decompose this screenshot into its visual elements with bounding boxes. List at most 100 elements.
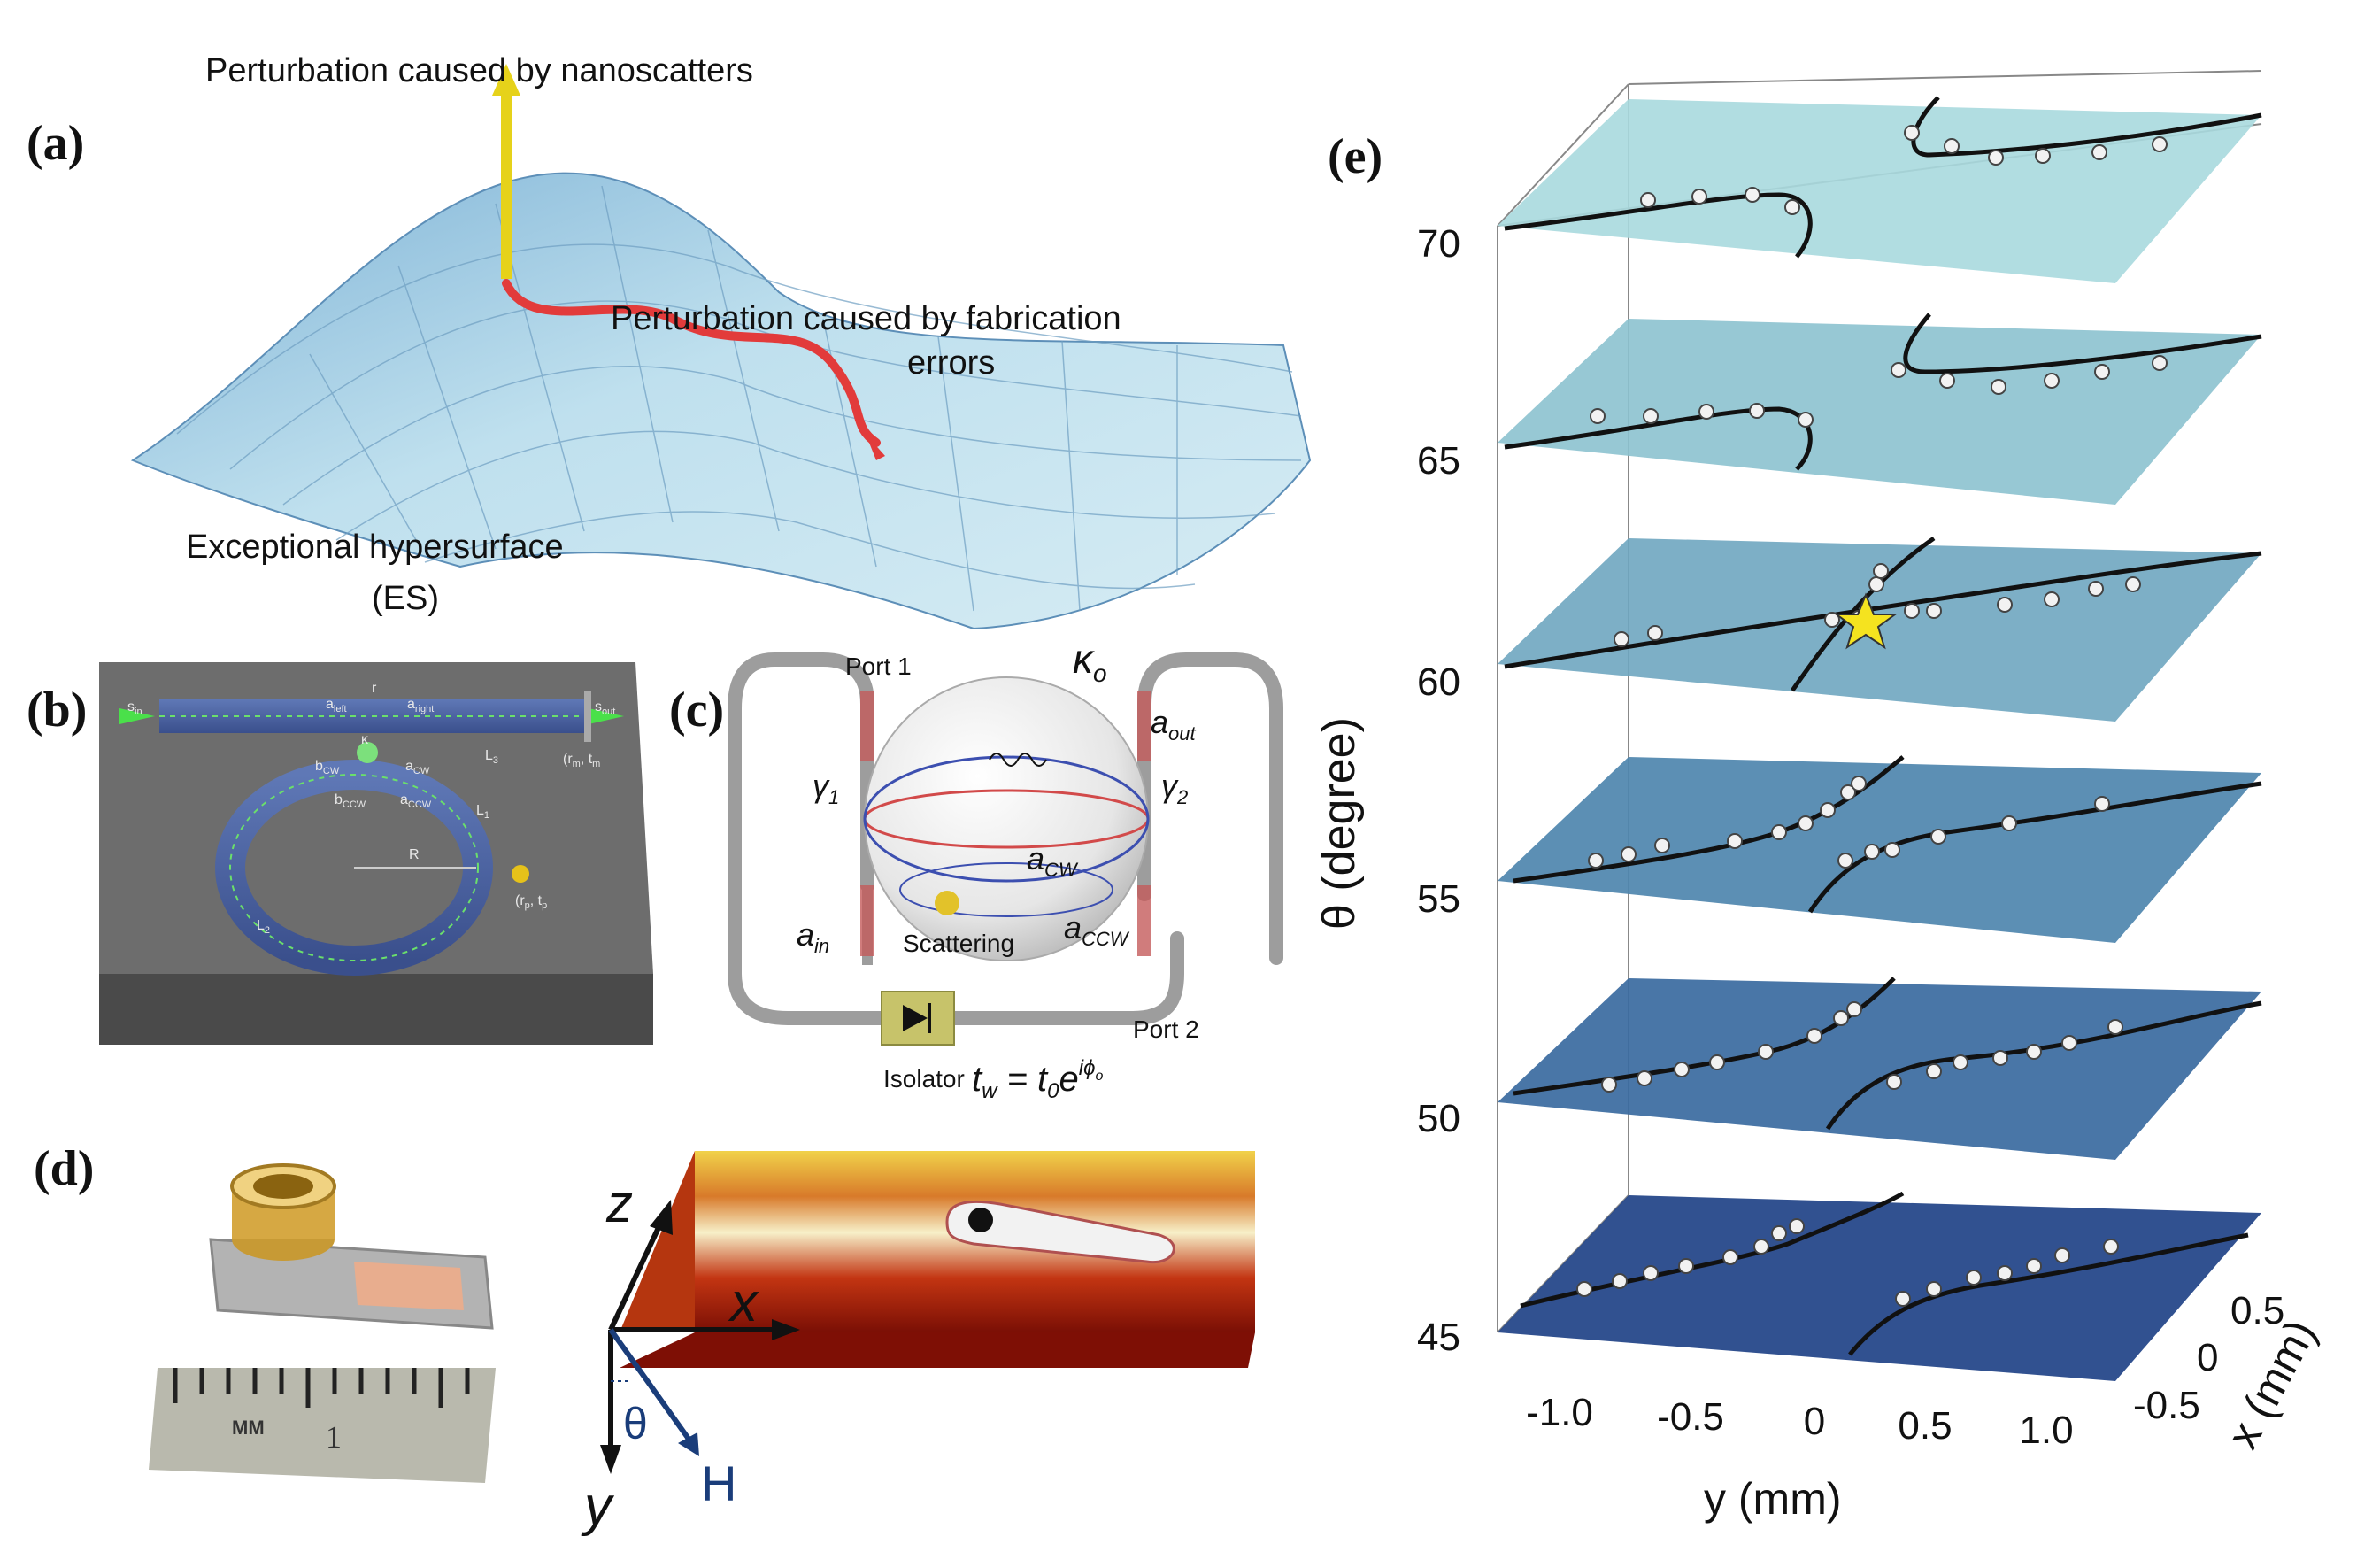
y-ticks: -1.0 -0.5 0 0.5 1.0: [1526, 1391, 2074, 1452]
ruler-mm: MM: [232, 1417, 265, 1439]
fabrication-arrowhead: [866, 434, 885, 460]
panel-b: (b) sin sout aleft r aright L3 bCW aCW b…: [27, 662, 653, 1045]
input-arrow: [119, 708, 155, 724]
gamma2-sub: 2: [1176, 786, 1188, 808]
theta-tick-65: 65: [1417, 439, 1460, 483]
a-left-sub: left: [334, 704, 347, 714]
l3-label: L: [485, 748, 493, 763]
taper-right-top: [1137, 691, 1151, 761]
fiber-right: [1137, 652, 1283, 965]
b-cw-label: b: [315, 759, 323, 774]
taper-left-bottom: [860, 885, 874, 956]
plane-45: [1498, 1195, 2261, 1381]
ruler-ticks: [173, 1368, 470, 1408]
svg-text:γ1: γ1: [813, 768, 839, 808]
curve-45-right: [1848, 1232, 2249, 1356]
svg-text:aout: aout: [1151, 704, 1197, 745]
scatterer-particle: [935, 891, 959, 915]
tw: t: [972, 1060, 983, 1099]
port2-label: Port 2: [1133, 1015, 1199, 1043]
exponent: iϕ: [1079, 1056, 1096, 1080]
a-right-label: a: [407, 697, 415, 712]
field-slab-left: [620, 1151, 695, 1332]
theta-tick-55: 55: [1417, 877, 1460, 921]
fiber-loop: [728, 652, 1184, 1025]
fabrication-label-line2: errors: [907, 344, 995, 382]
mirror-label-end: m: [592, 759, 600, 769]
y-tick-neg1: -1.0: [1526, 1391, 1593, 1434]
a-right-sub: right: [415, 704, 434, 714]
tw-sub: w: [982, 1079, 998, 1103]
r-label: r: [372, 681, 377, 696]
b-ccw-label: b: [335, 792, 343, 807]
a-ccw-label: a: [400, 792, 408, 807]
a-cw-label: a: [405, 759, 413, 774]
e-base: e: [1059, 1060, 1079, 1099]
svg-text:bCW: bCW: [315, 759, 340, 776]
a-ccw: a: [1064, 909, 1082, 946]
theta-tick-45: 45: [1417, 1316, 1460, 1359]
output-arrow: [589, 708, 624, 724]
panel-d-label: (d): [34, 1141, 94, 1196]
coupling-point: [357, 742, 378, 763]
taper-right-bottom: [1137, 885, 1151, 956]
scatter-label: (r: [515, 893, 525, 908]
gamma1: γ: [813, 768, 830, 804]
panel-a: (a) Perturbation caused by nanoscatters …: [27, 52, 1312, 630]
panel-b-symbols: sin sout aleft r aright L3 bCW aCW bCCW …: [127, 681, 615, 936]
svg-text:aCW: aCW: [1027, 840, 1079, 881]
svg-text:L3: L3: [485, 748, 498, 766]
a-cw-sub: CW: [1044, 859, 1079, 881]
x-tick-0: 0: [2197, 1336, 2218, 1379]
ring-mode-line: [229, 774, 479, 961]
b-cw-sub: CW: [323, 766, 340, 776]
a-ccw-sub: CCW: [1082, 928, 1130, 950]
kappa-o: κ: [1073, 636, 1095, 682]
s-in-label: s: [127, 699, 135, 714]
y-tick-1: 1.0: [2019, 1409, 2073, 1452]
fabrication-error-path: [502, 279, 881, 447]
svg-text:(rp, tp: (rp, tp: [515, 893, 547, 911]
a-left-label: a: [326, 697, 334, 712]
svg-text:sout: sout: [595, 699, 615, 717]
panel-e: (e): [1313, 70, 2326, 1524]
a-ccw-sub: CCW: [408, 799, 432, 810]
sphere-in-slot: [968, 1208, 993, 1232]
h-arrowhead: [678, 1432, 699, 1456]
exceptional-point-star: [1833, 592, 1899, 650]
fabrication-label-line1: Perturbation caused by fabrication: [611, 300, 1121, 337]
mirror-label-t: , t: [581, 752, 593, 767]
a-out: a: [1151, 704, 1168, 740]
svg-text:sin: sin: [127, 699, 142, 717]
y-tick-neg05: -0.5: [1657, 1395, 1724, 1439]
isolator-label: Isolator: [883, 1065, 965, 1093]
surface-label-line1: Exceptional hypersurface: [186, 529, 564, 566]
svg-text:ain: ain: [797, 916, 829, 957]
l2-label: L: [257, 918, 265, 933]
connector-hole: [253, 1174, 313, 1199]
ruler: [149, 1368, 496, 1483]
scatterer: [512, 865, 529, 883]
svg-text:L1: L1: [476, 803, 489, 821]
y-label: y: [581, 1476, 615, 1537]
radius-label: R: [409, 847, 420, 862]
s-in-sub: in: [135, 707, 142, 717]
panel-a-label: (a): [27, 116, 84, 171]
svg-text:(rm, tm: (rm, tm: [563, 752, 600, 769]
ruler-number: 1: [326, 1419, 342, 1455]
l3-sub: 3: [493, 755, 498, 766]
l2-sub: 2: [265, 925, 270, 936]
y-axis-title: y (mm): [1704, 1474, 1842, 1524]
panel-d-axis-labels: z x y: [581, 1174, 759, 1537]
z-label: z: [605, 1174, 633, 1233]
scatter-label-t: , t: [530, 893, 543, 908]
curve-55-right: [1807, 781, 2262, 914]
fit-curves: [1504, 96, 2262, 1356]
panel-c-label: (c): [669, 683, 724, 737]
s-out-sub: out: [602, 707, 615, 717]
y-tick-0: 0: [1804, 1400, 1825, 1443]
plane-50: [1498, 978, 2261, 1160]
panel-b-label: (b): [27, 683, 87, 737]
x-axis-title: x (mm): [2217, 1312, 2325, 1457]
